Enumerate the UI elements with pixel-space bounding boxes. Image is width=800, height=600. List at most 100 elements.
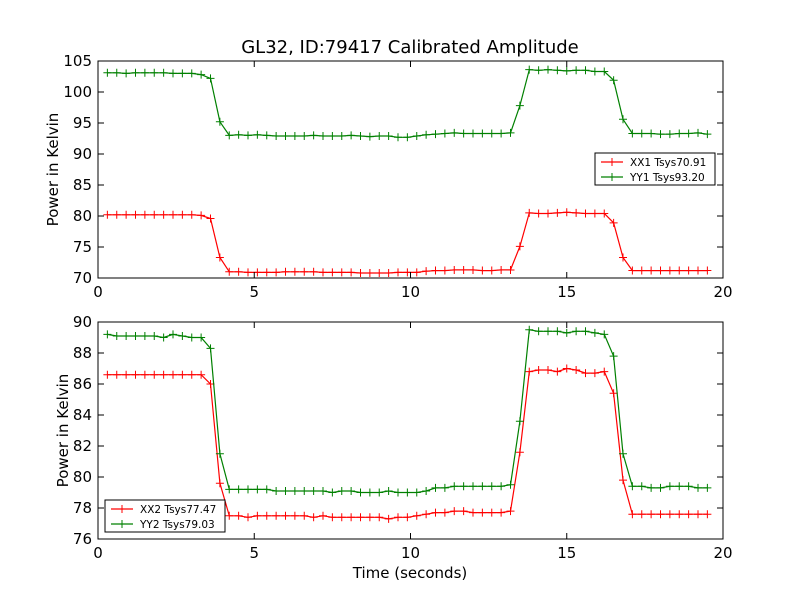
data-point	[694, 483, 702, 492]
data-point	[684, 510, 693, 519]
data-point	[459, 129, 468, 138]
data-point	[665, 266, 674, 275]
data-point	[290, 132, 299, 141]
y-tick-label: 86	[73, 375, 92, 393]
data-point	[544, 65, 552, 74]
data-point	[665, 510, 674, 519]
data-point	[309, 486, 318, 495]
data-point	[281, 486, 290, 495]
data-point	[309, 267, 318, 276]
data-point	[159, 333, 168, 342]
data-point	[619, 253, 627, 262]
data-point	[178, 69, 187, 78]
data-point	[656, 266, 665, 275]
data-point	[234, 267, 243, 276]
legend-label: YY1 Tsys93.20	[629, 172, 705, 184]
data-point	[347, 131, 356, 140]
legend-label: XX1 Tsys70.91	[630, 157, 706, 169]
data-point	[478, 482, 487, 491]
data-point	[562, 364, 571, 373]
data-point	[347, 486, 356, 495]
data-point	[159, 210, 168, 219]
legend-box	[104, 499, 226, 533]
data-point	[590, 67, 599, 76]
data-point	[506, 265, 515, 274]
data-point	[375, 513, 384, 522]
data-point	[262, 485, 271, 494]
data-point	[581, 209, 590, 218]
data-point	[515, 417, 524, 426]
data-point	[169, 370, 177, 379]
data-point	[319, 132, 327, 141]
x-axis-label: Time (seconds)	[352, 564, 468, 582]
data-point	[328, 513, 337, 522]
data-point	[206, 74, 215, 83]
data-point	[609, 218, 618, 227]
x-tick-label: 5	[249, 544, 259, 562]
legend-box	[594, 152, 716, 186]
data-point	[197, 370, 206, 379]
data-point	[619, 449, 627, 458]
data-point	[150, 210, 159, 219]
data-point	[262, 131, 271, 140]
data-point	[300, 486, 309, 495]
data-point	[394, 513, 402, 522]
series-markers-2	[103, 65, 712, 142]
data-point	[581, 66, 590, 75]
data-point	[187, 69, 196, 78]
series-markers-2	[103, 325, 712, 497]
data-point	[215, 253, 224, 262]
data-point	[619, 476, 627, 485]
data-point	[290, 267, 299, 276]
x-tick-label: 10	[401, 544, 420, 562]
data-point	[553, 66, 562, 75]
data-point	[122, 331, 131, 340]
data-point	[112, 331, 121, 340]
data-point	[609, 76, 618, 85]
legend: XX2 Tsys77.47 YY2 Tsys79.03	[104, 499, 226, 533]
data-point	[272, 268, 281, 277]
data-point	[290, 511, 299, 520]
data-point	[356, 132, 365, 141]
data-point	[469, 129, 477, 138]
data-point	[450, 482, 459, 491]
data-point	[487, 482, 496, 491]
data-point	[112, 370, 121, 379]
data-point	[487, 508, 496, 517]
data-point	[394, 268, 402, 277]
data-point	[478, 129, 487, 138]
x-tick-label: 20	[713, 283, 732, 301]
data-point	[140, 370, 149, 379]
data-point	[215, 479, 224, 488]
data-point	[703, 510, 712, 519]
y-tick-label: 84	[73, 406, 92, 424]
x-tick-label: 0	[93, 544, 103, 562]
data-point	[440, 483, 449, 492]
series-markers-1	[103, 364, 712, 523]
data-point	[581, 369, 590, 378]
data-point	[422, 510, 431, 519]
data-point	[534, 327, 543, 336]
x-tick-label: 0	[93, 283, 103, 301]
data-point	[403, 513, 412, 522]
data-point	[309, 131, 318, 140]
data-point	[675, 510, 684, 519]
data-point	[244, 131, 252, 140]
legend: XX1 Tsys70.91 YY1 Tsys93.20	[594, 152, 716, 186]
data-point	[281, 511, 290, 520]
data-point	[497, 265, 506, 274]
data-point	[234, 130, 243, 139]
data-point	[319, 486, 327, 495]
data-point	[572, 327, 581, 336]
data-point	[572, 66, 581, 75]
data-point	[197, 211, 206, 220]
data-point	[337, 132, 346, 141]
data-point	[384, 514, 393, 523]
y-tick-label: 85	[73, 176, 92, 194]
series-line-1	[107, 211, 708, 274]
data-point	[412, 132, 421, 141]
data-point	[375, 488, 384, 497]
data-point	[384, 269, 393, 278]
data-point	[665, 130, 674, 139]
